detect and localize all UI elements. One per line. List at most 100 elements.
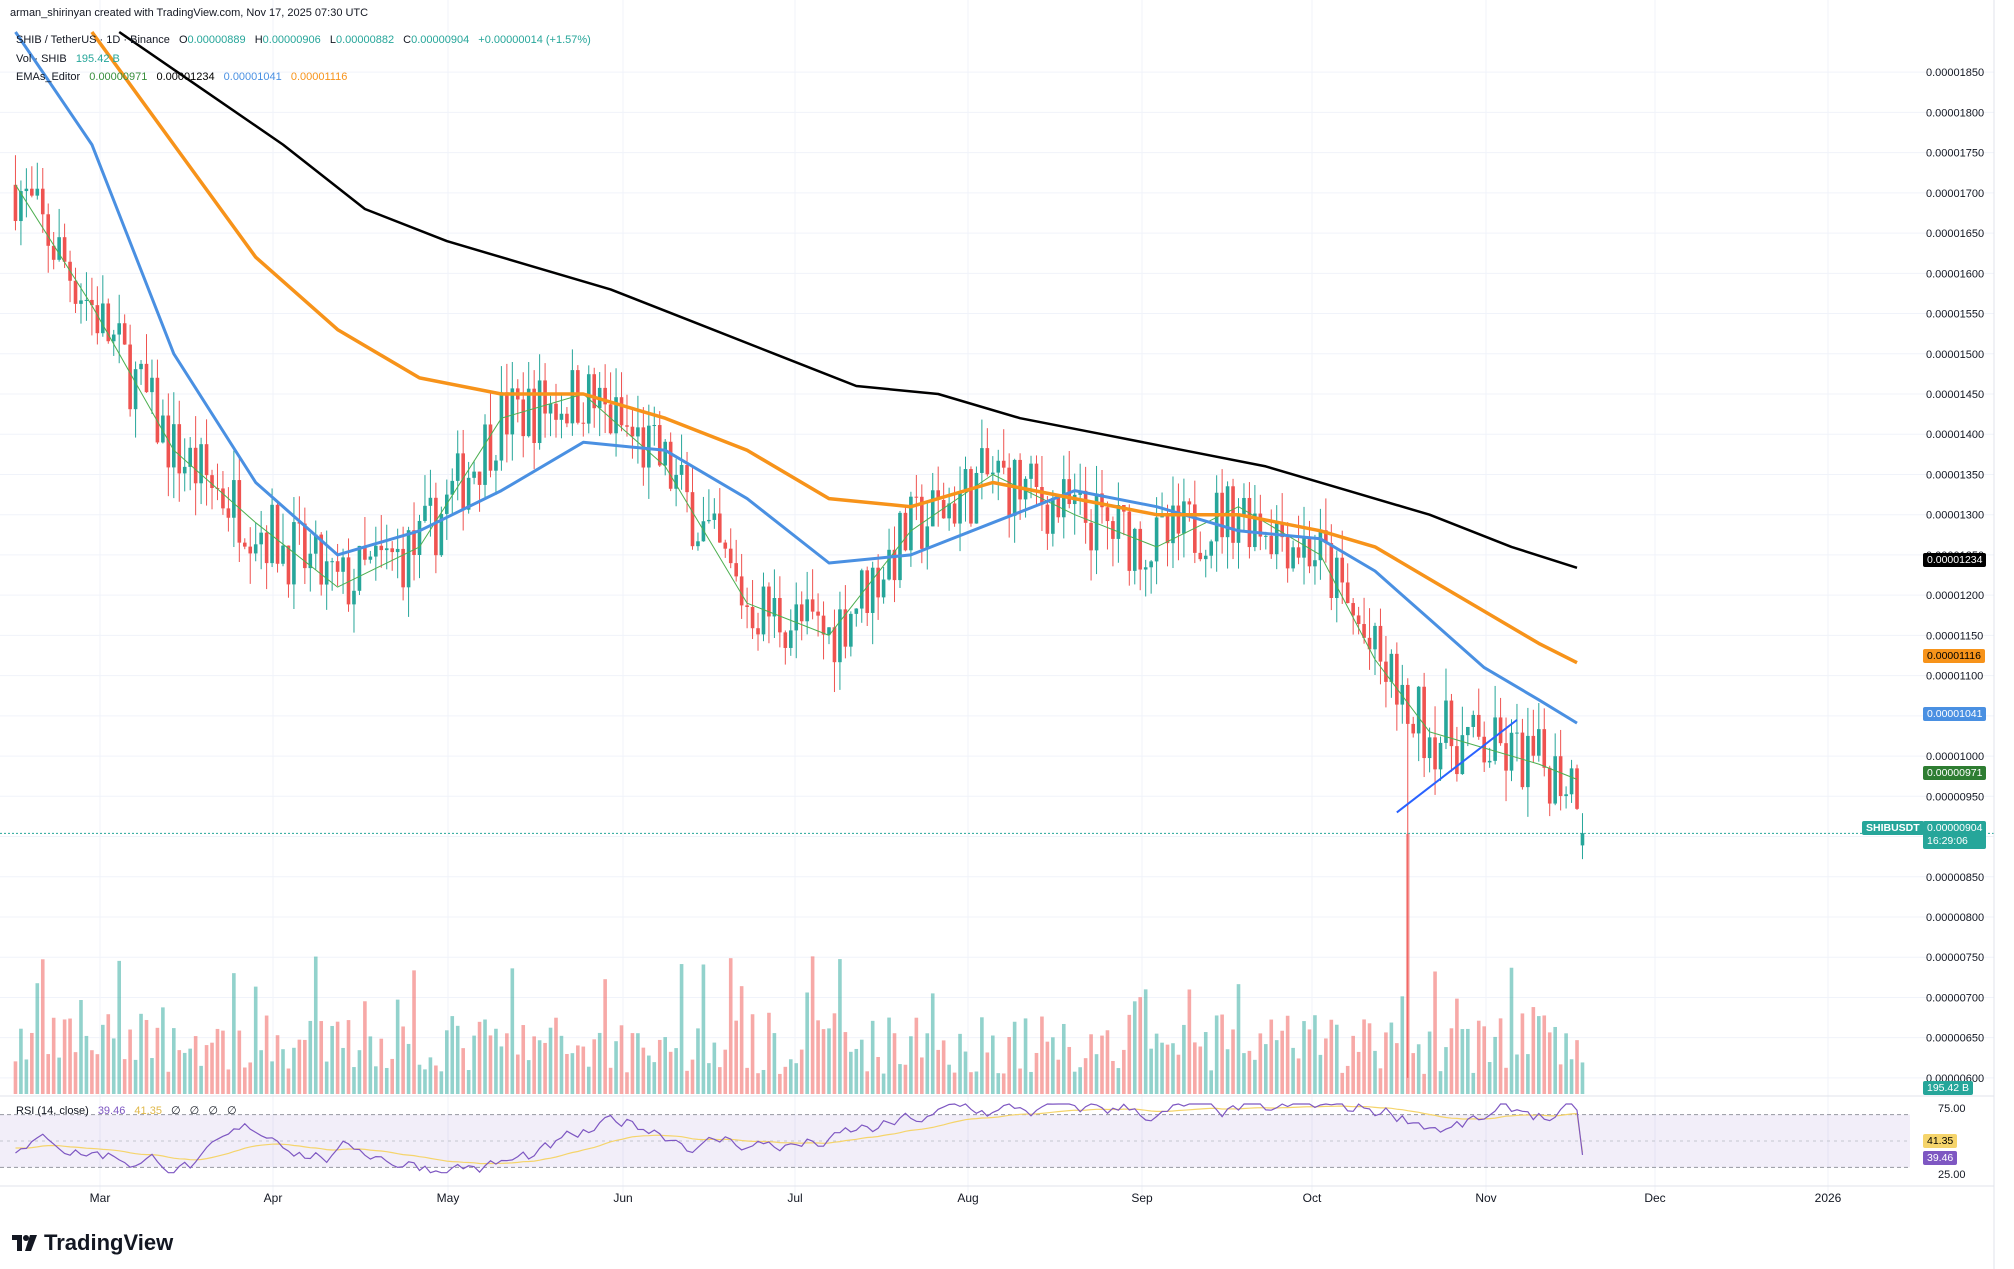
volume-bar: [586, 1066, 591, 1094]
volume-bar: [1105, 1030, 1110, 1094]
candle-body: [750, 606, 755, 629]
candle-body: [210, 475, 214, 488]
volume-bar: [313, 956, 318, 1094]
candle-body: [188, 447, 192, 467]
volume-bar: [892, 1033, 897, 1094]
volume-bar: [985, 1052, 990, 1094]
volume-bar: [1291, 1047, 1295, 1094]
candle-body: [144, 363, 149, 393]
volume-bar: [1438, 1071, 1443, 1094]
volume-bar: [674, 1048, 678, 1094]
candle-body: [876, 567, 880, 598]
candle-body: [647, 425, 651, 468]
volume-bar: [1247, 1050, 1252, 1094]
volume-bar: [630, 1033, 635, 1094]
volume-bar: [663, 1037, 667, 1094]
candle-body: [576, 370, 580, 423]
volume-legend[interactable]: Vol · SHIB 195.42 B: [16, 52, 126, 66]
candle-body: [745, 605, 749, 607]
candle-body: [237, 480, 242, 543]
candle-body: [614, 397, 618, 434]
volume-bar: [1067, 1046, 1072, 1094]
volume-bar: [526, 1060, 531, 1094]
candle-body: [1378, 625, 1383, 662]
candle-body: [1384, 661, 1388, 682]
bar-countdown: 16:29:06: [1927, 835, 1968, 847]
tradingview-logo[interactable]: TradingView: [12, 1230, 173, 1256]
rsi-legend[interactable]: RSI (14, close) 39.46 41.35 ∅ ∅ ∅ ∅: [16, 1104, 243, 1118]
volume-bar: [652, 1062, 657, 1094]
volume-bar: [1111, 1060, 1115, 1094]
candle-body: [1094, 493, 1099, 551]
candle-body: [117, 323, 121, 335]
symbol-price-tag: SHIBUSDT: [1862, 821, 1924, 835]
volume-bar: [750, 1014, 755, 1094]
volume-bar: [974, 1071, 979, 1094]
price-tick-label: 0.00001400: [1926, 429, 1984, 441]
volume-bar: [619, 1025, 624, 1094]
volume-bar: [1149, 1048, 1153, 1094]
candle-body: [778, 598, 782, 633]
volume-bar: [559, 1035, 564, 1094]
price-tick-label: 0.00001550: [1926, 309, 1984, 321]
rsi-ma-line: [15, 1105, 1584, 1165]
volume-bar: [1515, 1054, 1519, 1094]
time-tick-label: Jul: [787, 1191, 802, 1205]
candle-body: [761, 586, 766, 635]
volume-bar: [1531, 1007, 1536, 1094]
volume-bar: [1253, 1059, 1257, 1094]
volume-bar: [958, 1033, 962, 1094]
volume-bar: [445, 1030, 449, 1094]
volume-bar: [1318, 1054, 1323, 1094]
candle-body: [363, 545, 367, 560]
candle-body: [832, 627, 837, 663]
volume-bar: [455, 1025, 460, 1094]
volume-bar: [930, 993, 935, 1094]
candle-body: [1291, 547, 1295, 569]
volume-bar: [286, 1068, 291, 1094]
volume-bar: [1384, 1032, 1388, 1094]
time-axis[interactable]: Mar Apr May Jun Jul Aug Sep Oct Nov Dec 2026: [90, 1191, 1842, 1205]
volume-bar: [281, 1049, 285, 1094]
candlesticks: [13, 155, 1585, 1078]
volume-bar: [1214, 1015, 1219, 1094]
volume-bar: [499, 1046, 504, 1094]
volume-bar: [821, 1029, 826, 1094]
candle-body: [406, 530, 411, 588]
candle-body: [734, 563, 738, 577]
volume-bar: [1029, 1071, 1033, 1094]
candle-body: [1138, 528, 1143, 570]
volume-bar: [439, 1071, 444, 1094]
volume-bar: [308, 1020, 313, 1094]
ema100-legend-value: 0.00001116: [290, 71, 348, 83]
volume-bar: [57, 1057, 61, 1094]
last-price-value: 0.00000904: [1927, 822, 1983, 834]
volume-bar: [723, 1049, 728, 1094]
candle-body: [712, 513, 717, 520]
candle-body: [969, 469, 973, 524]
candle-body: [668, 441, 673, 489]
volume-bar: [95, 1054, 100, 1094]
volume-bar: [718, 1067, 722, 1094]
symbol-legend[interactable]: SHIB / TetherUS · 1D · Binance O0.000008…: [16, 33, 597, 47]
time-tick-label: Nov: [1475, 1191, 1496, 1205]
candle-body: [177, 424, 182, 474]
volume-bar: [401, 1026, 405, 1094]
volume-bar: [603, 979, 607, 1094]
ema-legend[interactable]: EMAs_Editor 0.00000971 0.00001234 0.0000…: [16, 70, 353, 84]
candle-body: [892, 549, 897, 581]
candle-body: [696, 541, 700, 547]
candle-body: [783, 632, 788, 648]
author-line: arman_shirinyan created with TradingView…: [10, 7, 369, 19]
candle-body: [253, 544, 258, 554]
trendline[interactable]: [1396, 719, 1518, 814]
volume-bar: [510, 968, 515, 1094]
time-tick-label: Aug: [957, 1191, 978, 1205]
candle-body: [1449, 700, 1454, 747]
volume-bar: [1061, 1023, 1066, 1094]
symbol-name[interactable]: SHIB / TetherUS · 1D · Binance: [16, 34, 170, 46]
volume-bar: [1001, 1073, 1006, 1094]
candle-body: [925, 526, 930, 549]
volume-bar: [1422, 1073, 1426, 1094]
